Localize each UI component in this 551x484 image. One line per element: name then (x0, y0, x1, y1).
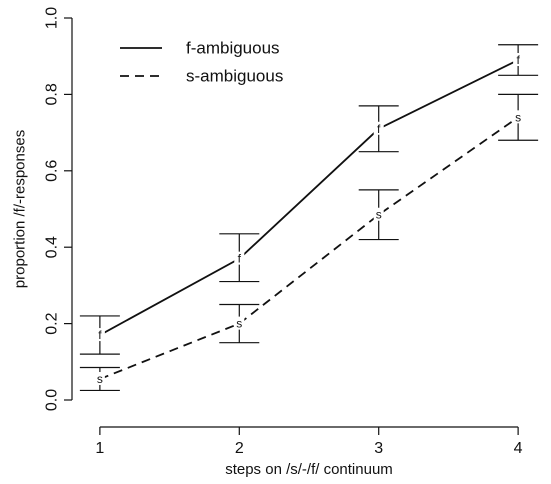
point-marker-f-ambiguous-4: f (516, 53, 520, 67)
y-tick-label-4: 0.8 (44, 83, 61, 105)
x-ticks: 1 2 3 4 (95, 427, 523, 457)
point-marker-bg-f-ambiguous-2 (234, 251, 245, 265)
series-line-f-ambiguous (99, 59, 519, 336)
legend: f-ambiguous s-ambiguous (120, 39, 283, 86)
point-marker-bg-s-ambiguous-3 (373, 207, 384, 221)
x-tick-label-0: 1 (95, 440, 104, 457)
point-marker-s-ambiguous-1: s (97, 372, 103, 386)
y-tick-label-2: 0.4 (44, 236, 61, 258)
point-marker-s-ambiguous-3: s (376, 208, 382, 222)
point-marker-bg-s-ambiguous-2 (234, 316, 245, 330)
series-line-s-ambiguous (99, 116, 519, 380)
point-marker-s-ambiguous-2: s (236, 317, 242, 331)
y-tick-label-3: 0.6 (44, 160, 61, 182)
point-marker-f-ambiguous-1: f (98, 328, 102, 342)
x-tick-label-3: 4 (514, 440, 523, 457)
plot-series: f f f f s s s s (79, 44, 539, 392)
point-marker-bg-f-ambiguous-4 (513, 53, 524, 67)
y-ticks: 0.0 0.2 0.4 0.6 0.8 1.0 (44, 7, 72, 411)
point-marker-f-ambiguous-2: f (238, 252, 242, 266)
legend-label-f-ambiguous: f-ambiguous (186, 39, 280, 58)
x-tick-label-1: 2 (235, 440, 244, 457)
x-tick-label-2: 3 (374, 440, 383, 457)
series-s-ambiguous: s s s s (79, 93, 539, 392)
axes: 0.0 0.2 0.4 0.6 0.8 1.0 1 2 3 4 steps on /s/-/f/… (12, 7, 523, 478)
y-axis-label: proportion /f/-responses (12, 130, 29, 288)
point-marker-bg-s-ambiguous-1 (94, 371, 105, 385)
point-marker-f-ambiguous-3: f (377, 122, 381, 136)
series-f-ambiguous: f f f f (79, 44, 539, 355)
x-axis-label: steps on /s/-/f/ continuum (225, 461, 393, 478)
legend-label-s-ambiguous: s-ambiguous (186, 67, 283, 86)
y-tick-label-1: 0.2 (44, 312, 61, 334)
point-marker-bg-f-ambiguous-3 (373, 121, 384, 135)
point-marker-s-ambiguous-4: s (515, 110, 521, 124)
point-marker-bg-s-ambiguous-4 (513, 110, 524, 124)
point-marker-bg-f-ambiguous-1 (94, 328, 105, 342)
y-tick-label-0: 0.0 (44, 389, 61, 411)
y-tick-label-5: 1.0 (44, 7, 61, 29)
